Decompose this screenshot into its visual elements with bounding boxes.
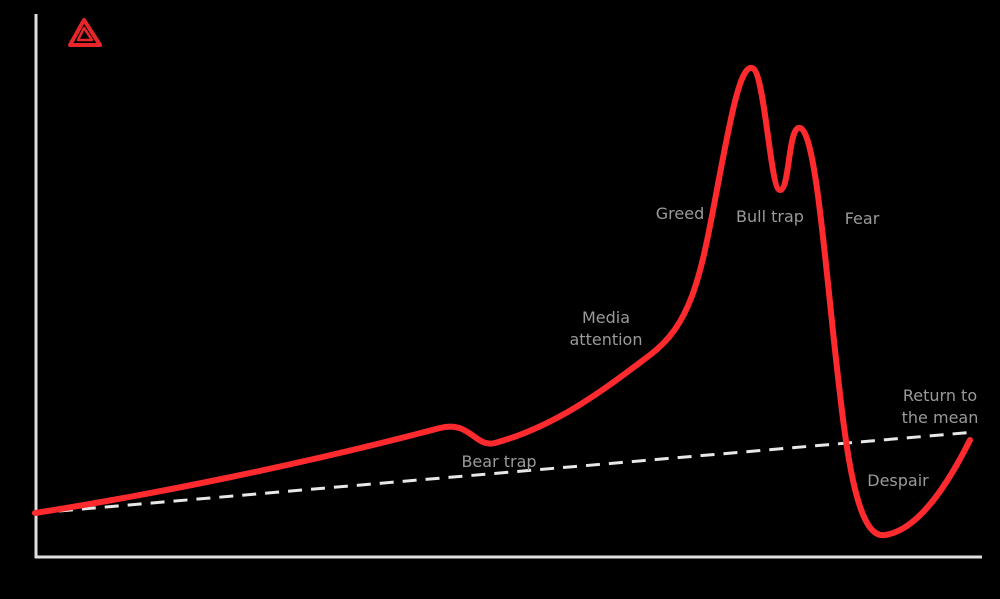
label-fear: Fear <box>845 209 880 228</box>
label-return-to-mean-1: Return to <box>903 386 977 405</box>
label-despair: Despair <box>867 471 929 490</box>
label-bear-trap: Bear trap <box>461 452 536 471</box>
cycle-curve <box>32 65 973 539</box>
label-return-to-mean-2: the mean <box>902 408 979 427</box>
label-media-attention-1: Media <box>582 308 630 327</box>
logo <box>68 18 102 47</box>
logo-inner <box>76 26 94 42</box>
label-greed: Greed <box>656 204 704 223</box>
label-media-attention-2: attention <box>570 330 643 349</box>
mean-line <box>35 430 976 515</box>
logo-triangle <box>68 18 102 47</box>
label-bull-trap: Bull trap <box>736 207 804 226</box>
